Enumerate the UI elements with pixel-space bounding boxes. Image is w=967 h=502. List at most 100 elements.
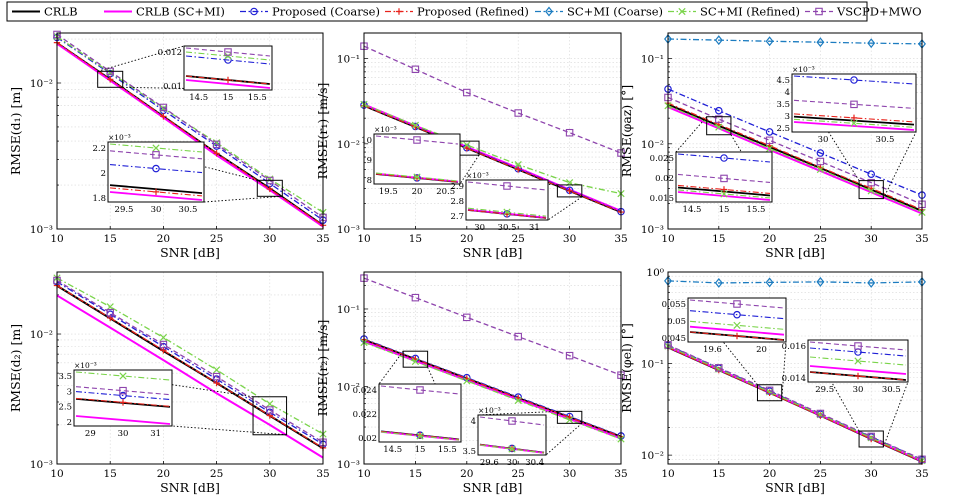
zoom-target-box: [556, 184, 583, 198]
data-point: [106, 308, 114, 317]
inset-x-tick-label: 30: [474, 223, 485, 233]
zoom-target-box: [256, 179, 283, 197]
inset-series-line: [677, 191, 771, 201]
inset-series-line: [75, 391, 171, 401]
inset-data-point: [119, 399, 127, 406]
x-tick-label: 35: [915, 468, 928, 480]
legend-marker: [250, 7, 258, 16]
inset-series-line: [809, 347, 907, 357]
y-tick-label: 10⁻²: [337, 139, 360, 151]
data-point: [514, 160, 522, 169]
x-tick-label: 35: [316, 468, 329, 480]
y-axis-label: RMSE(φel) [°]: [619, 323, 634, 413]
x-tick-label: 15: [409, 233, 422, 245]
y-tick-label: 10⁻³: [30, 224, 53, 236]
series-line: [667, 105, 923, 213]
data-point: [715, 366, 722, 374]
inset-x-tick-label: 29.5: [115, 205, 134, 215]
inset-y-tick-label: 3.5: [776, 100, 790, 110]
y-tick-label: 10⁻¹: [641, 54, 664, 66]
inset-x-tick-label: 31: [150, 429, 161, 439]
inset-series-line: [479, 416, 545, 426]
x-tick-label: 30: [263, 468, 276, 480]
zoom-inset: 29.6 30 30.4 4 3.5 ×10⁻³: [462, 406, 583, 468]
series-line: [363, 45, 622, 154]
x-tick-label: 25: [814, 468, 827, 480]
inset-series-line: [185, 55, 271, 65]
series-line: [56, 279, 324, 443]
legend-entry: SC+MI (Refined): [668, 5, 800, 19]
data-point: [765, 136, 774, 145]
inset-y-tick-label: 2.8: [450, 197, 464, 207]
data-point: [715, 364, 723, 372]
inset-data-point: [720, 186, 728, 193]
legend-entry: Proposed (Coarse): [240, 5, 380, 19]
inset-y-tick-label: 0.02: [655, 174, 674, 184]
series-line: [363, 338, 622, 437]
series-line: [667, 102, 923, 211]
zoom-inset: 30 30.5 31 2.9 2.8 2.7 ×10⁻³: [450, 171, 583, 233]
x-axis-label: SNR [dB]: [463, 245, 523, 260]
x-tick-label: 15: [104, 233, 117, 245]
x-tick-label: 20: [157, 233, 170, 245]
y-tick-label: 10⁻²: [641, 139, 664, 151]
data-point: [212, 140, 221, 149]
inset-series-line: [809, 356, 907, 366]
x-tick-label: 10: [50, 233, 63, 245]
legend-label: VSCPD+MWO: [836, 5, 922, 19]
inset-series-line: [793, 118, 915, 128]
x-tick-label: 15: [712, 233, 725, 245]
inset-x-tick-label: 30.5: [498, 223, 517, 233]
data-point: [411, 121, 420, 129]
inset-y-tick-label: 0.05: [667, 317, 686, 327]
inset-data-point: [416, 432, 424, 440]
inset-y-tick-label: 2: [101, 169, 106, 179]
series-line: [363, 277, 622, 376]
inset-y-tick-label: 0.02: [358, 434, 377, 444]
inset-data-point: [733, 300, 741, 308]
inset-y-tick-label: 4: [785, 88, 790, 98]
x-tick-label: 20: [763, 468, 776, 480]
data-point: [867, 38, 876, 49]
x-tick-label: 35: [614, 233, 627, 245]
y-tick-label: 10⁻³: [337, 459, 360, 471]
inset-data-point: [224, 52, 232, 60]
series-line: [56, 36, 324, 221]
x-tick-label: 10: [357, 233, 370, 245]
inset-data-point: [733, 321, 741, 329]
inset-series-line: [375, 135, 459, 145]
x-tick-label: 20: [460, 233, 473, 245]
inset-data-point: [503, 182, 511, 190]
inset-y-tick-label: 0.01: [163, 82, 182, 92]
inset-exponent: ×10⁻³: [478, 406, 501, 415]
inset-data-point: [854, 342, 862, 350]
y-axis-label: RMSE(r₂) [m/s]: [315, 320, 330, 417]
y-tick-label: 10⁻²: [30, 329, 53, 341]
data-point: [867, 178, 875, 187]
inset-y-tick-label: 2.5: [58, 403, 72, 413]
data-point: [107, 76, 114, 83]
inset-y-tick-label: 2.7: [450, 212, 464, 222]
inset-data-point: [733, 310, 741, 319]
inset-y-tick-label: 9: [367, 156, 372, 166]
inset-data-point: [850, 76, 858, 84]
x-axis-label: SNR [dB]: [463, 480, 523, 495]
x-tick-label: 25: [210, 468, 223, 480]
data-point: [867, 187, 875, 195]
inset-x-tick-label: 20.5: [436, 187, 455, 197]
series-line: [56, 36, 324, 213]
x-tick-label: 10: [357, 468, 370, 480]
data-point: [816, 276, 825, 287]
zoom-inset: 14.5 15 15.5 0.024 0.022 0.02: [353, 350, 462, 455]
x-tick-label: 35: [614, 468, 627, 480]
series-line: [667, 106, 923, 215]
inset-data-point: [224, 48, 232, 56]
inset-data-point: [152, 188, 160, 196]
zoom-inset: 29 30 31 3.5 3 2.5 2 ×10⁻³: [58, 361, 288, 439]
axes-frame: [667, 32, 923, 230]
zoom-connector: [687, 297, 787, 401]
series-line: [667, 88, 923, 196]
series-crlb-sc-mi-: [56, 294, 324, 459]
inset-series-line: [689, 310, 785, 320]
inset-series-line: [109, 164, 203, 174]
